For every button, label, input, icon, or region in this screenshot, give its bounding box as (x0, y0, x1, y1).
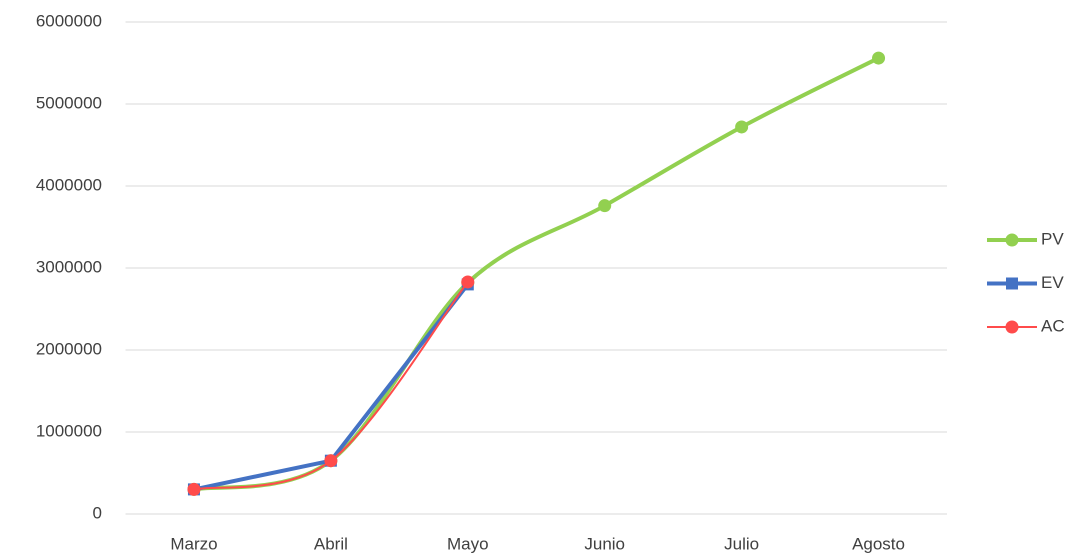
legend-label: EV (1041, 273, 1064, 292)
x-tick-label: Abril (314, 534, 348, 553)
y-tick-label: 4000000 (36, 175, 102, 194)
y-tick-label: 3000000 (36, 257, 102, 276)
data-point (735, 120, 749, 134)
y-tick-label: 1000000 (36, 421, 102, 440)
x-tick-label: Marzo (170, 534, 217, 553)
data-point (461, 275, 475, 289)
data-point (187, 482, 201, 496)
x-tick-label: Agosto (852, 534, 905, 553)
legend-label: PV (1041, 229, 1064, 248)
data-point (598, 199, 612, 213)
data-point (872, 51, 886, 65)
y-tick-label: 2000000 (36, 339, 102, 358)
y-tick-label: 5000000 (36, 93, 102, 112)
x-tick-label: Julio (724, 534, 759, 553)
series-line (191, 56, 881, 492)
x-tick-label: Mayo (447, 534, 489, 553)
legend-label: AC (1041, 316, 1065, 335)
data-point (324, 454, 338, 468)
x-tick-label: Junio (584, 534, 625, 553)
legend-marker (1005, 320, 1019, 334)
legend-marker (1005, 233, 1019, 247)
legend-marker (1006, 277, 1018, 290)
y-tick-label: 6000000 (36, 11, 102, 30)
y-tick-label: 0 (93, 503, 102, 522)
